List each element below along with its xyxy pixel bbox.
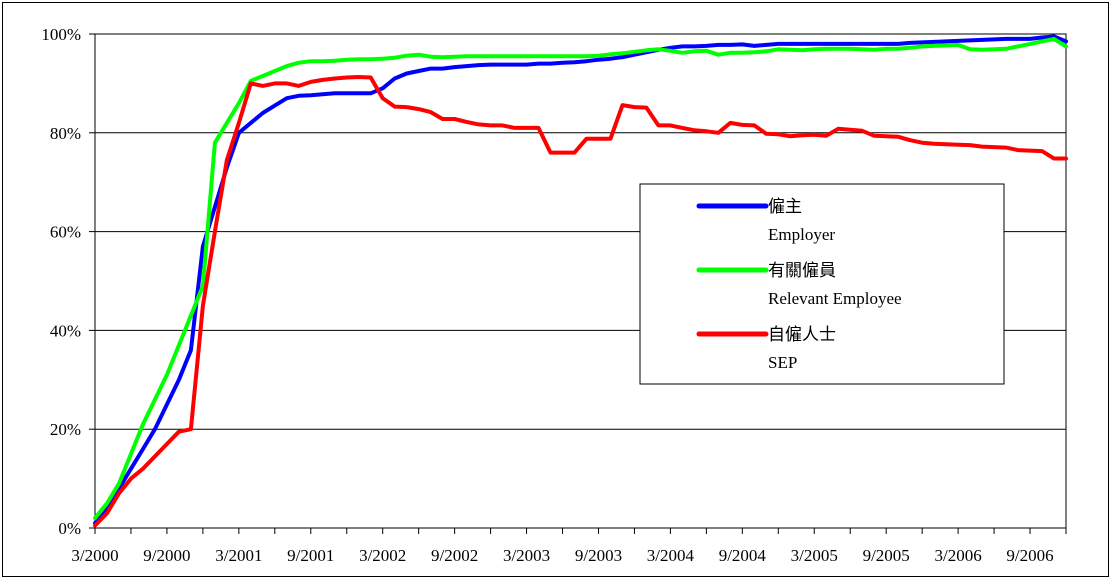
y-tick-label: 60% <box>50 223 81 242</box>
x-tick-label: 3/2002 <box>359 546 406 565</box>
legend-label-zh: 自僱人士 <box>768 325 836 344</box>
x-tick-label: 9/2004 <box>719 546 767 565</box>
y-tick-label: 40% <box>50 321 81 340</box>
series-line-relevant-employee <box>93 36 1068 521</box>
series-lines <box>93 34 1068 528</box>
y-tick-label: 80% <box>50 124 81 143</box>
series-line-sep <box>93 75 1068 528</box>
legend: 僱主 Employer 有關僱員 Relevant Employee 自僱人士 SEP <box>639 183 1005 385</box>
x-tick-label: 3/2003 <box>503 546 550 565</box>
x-tick-label: 3/2005 <box>791 546 838 565</box>
axis-ticks: 0% 20% 40% 60% 80% 100% 3/2000 9/2000 3/2001 9/20… <box>41 25 1067 565</box>
legend-label-zh: 有關僱員 <box>768 261 836 280</box>
legend-label-en: Relevant Employee <box>768 289 902 308</box>
x-tick-label: 9/2002 <box>431 546 478 565</box>
x-tick-label: 9/2006 <box>1006 546 1053 565</box>
x-tick-label: 3/2001 <box>215 546 262 565</box>
y-tick-label: 20% <box>50 420 81 439</box>
x-tick-label: 9/2000 <box>143 546 190 565</box>
legend-label-zh: 僱主 <box>768 197 802 216</box>
y-tick-label: 0% <box>58 519 81 538</box>
x-tick-label: 3/2006 <box>934 546 981 565</box>
x-tick-label: 3/2000 <box>71 546 118 565</box>
legend-label-en: Employer <box>768 225 835 244</box>
x-tick-label: 3/2004 <box>647 546 695 565</box>
x-tick-label: 9/2001 <box>287 546 334 565</box>
legend-box <box>639 183 1005 385</box>
plot-area <box>94 33 1067 529</box>
y-tick-label: 100% <box>41 25 81 44</box>
legend-label-en: SEP <box>768 353 797 372</box>
series-line-employer <box>93 34 1068 526</box>
x-tick-label: 9/2003 <box>575 546 622 565</box>
x-tick-label: 9/2005 <box>863 546 910 565</box>
